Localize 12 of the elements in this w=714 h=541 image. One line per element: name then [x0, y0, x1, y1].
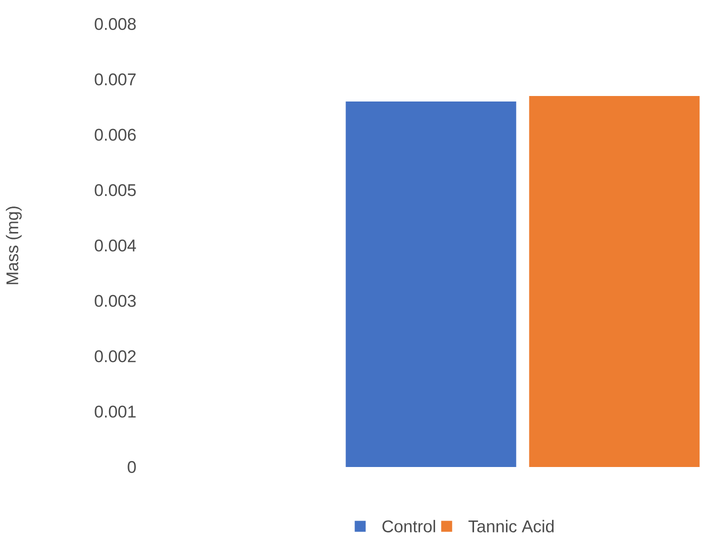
y-tick-label: 0.006 [94, 128, 136, 141]
y-axis-title: Mass (mg) [6, 206, 22, 284]
legend-label: Control [382, 520, 436, 532]
y-tick-label: 0.007 [94, 73, 136, 86]
y-tick-label: 0.008 [94, 18, 136, 30]
legend-label: Tannic Acid [468, 520, 554, 532]
y-tick-label: 0.005 [94, 184, 136, 196]
y-tick-label: 0.003 [94, 294, 136, 307]
y-tick-label: 0 [128, 461, 136, 473]
y-tick-label: 0.004 [94, 240, 136, 252]
y-tick-label: 0.002 [94, 350, 136, 362]
y-tick-label: 0.001 [94, 406, 136, 418]
